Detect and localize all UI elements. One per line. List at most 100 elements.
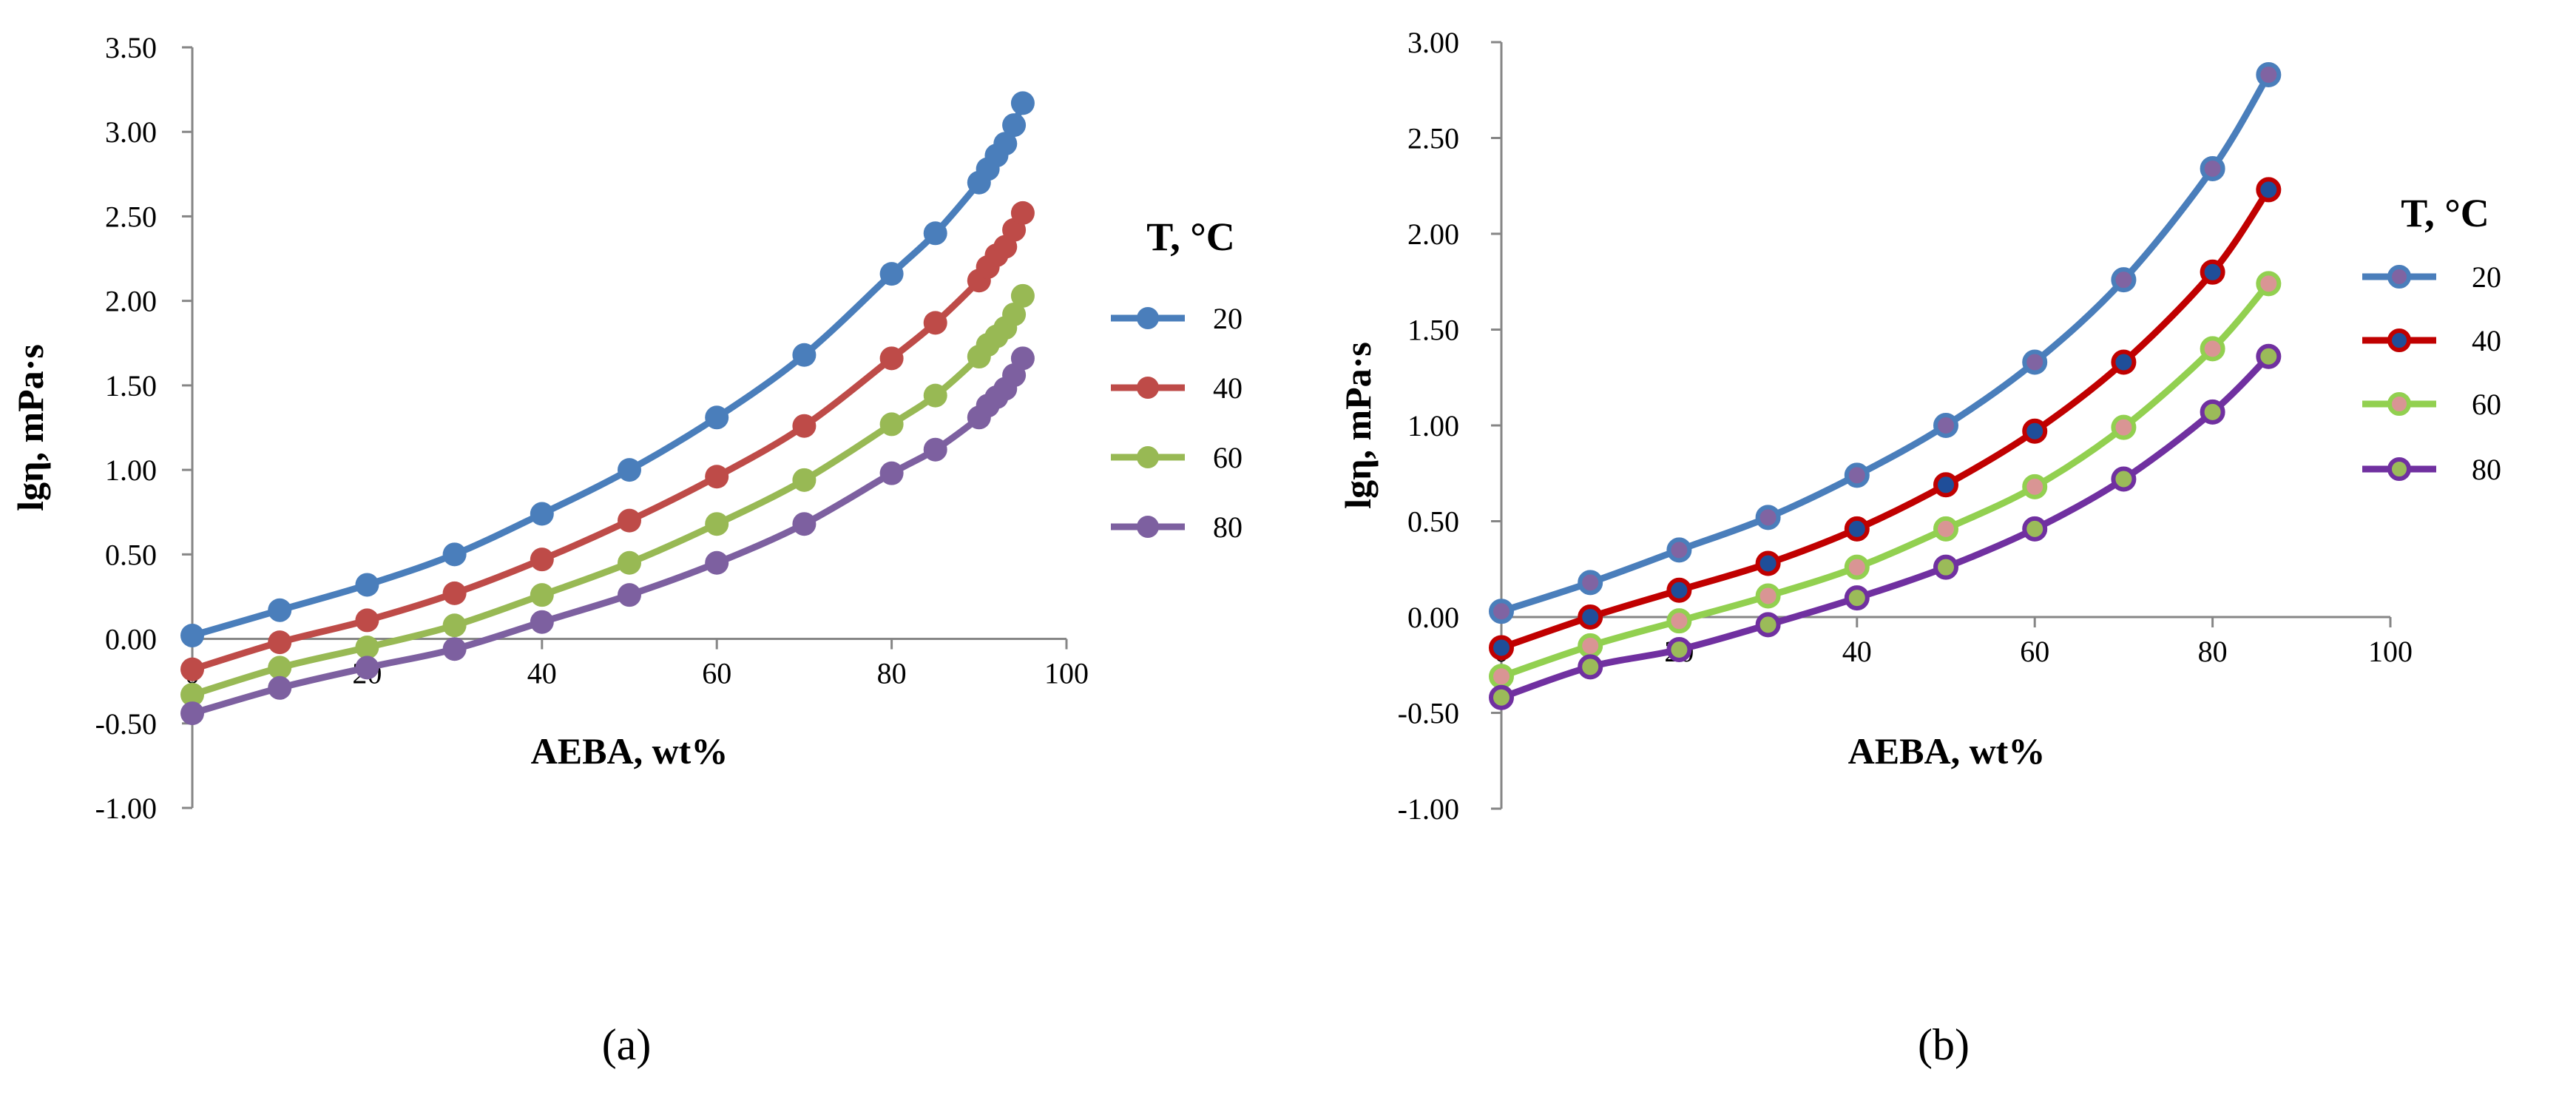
data-point <box>993 132 1018 156</box>
data-point <box>2022 418 2048 444</box>
y-tick-label: 0.00 <box>1407 601 1459 634</box>
data-point <box>1755 612 1781 638</box>
data-point <box>530 610 554 634</box>
series-40 <box>180 201 1035 681</box>
legend-label-20: 20 <box>1213 302 1243 335</box>
data-point <box>1578 633 1603 658</box>
legend: T, °C 20 40 60 80 <box>1111 215 1243 544</box>
data-point <box>1933 516 1958 542</box>
series-40 <box>1489 177 2282 661</box>
series-line-20 <box>1498 71 2272 615</box>
data-point <box>1844 585 1870 611</box>
legend-label-80: 80 <box>2472 453 2501 486</box>
y-tick-label: 3.50 <box>105 31 157 64</box>
legend: T, °C 20 40 60 80 <box>2362 191 2501 486</box>
data-point <box>355 656 379 680</box>
data-point <box>180 623 204 647</box>
y-tick-label: 1.00 <box>1407 409 1459 442</box>
data-point <box>442 542 467 567</box>
data-point <box>1489 664 1514 690</box>
data-point <box>792 468 817 492</box>
y-tick-label: 1.00 <box>105 454 157 487</box>
data-point <box>2022 516 2048 542</box>
data-point <box>1010 201 1035 225</box>
series-line-20 <box>189 99 1027 639</box>
data-point <box>2200 336 2225 362</box>
data-point <box>705 405 729 430</box>
data-point <box>792 512 817 536</box>
legend-label-80: 80 <box>1213 511 1243 544</box>
data-point <box>792 414 817 438</box>
data-point <box>1755 550 1781 576</box>
x-axis-title: AEBA, wt% <box>531 730 728 772</box>
data-point <box>2200 155 2225 181</box>
series-line-40 <box>1498 186 2272 651</box>
data-point <box>268 630 292 655</box>
y-tick-label: 2.00 <box>105 285 157 318</box>
data-point <box>792 343 817 367</box>
data-point <box>180 657 204 681</box>
data-point <box>180 701 204 726</box>
data-point <box>2022 474 2048 499</box>
data-point <box>923 311 947 335</box>
data-point <box>530 502 554 526</box>
data-point <box>879 461 904 485</box>
legend-marker-40 <box>2387 328 2411 352</box>
data-point <box>705 465 729 489</box>
data-point <box>1578 654 1603 680</box>
legend-label-60: 60 <box>2472 388 2501 421</box>
legend-label-60: 60 <box>1213 441 1243 474</box>
data-point <box>2022 349 2048 375</box>
data-point <box>1755 505 1781 530</box>
data-point <box>2256 62 2282 88</box>
data-point <box>618 458 641 482</box>
data-point <box>1666 608 1692 634</box>
y-tick-label: 3.00 <box>1407 26 1459 59</box>
series-line-80 <box>1498 353 2272 701</box>
data-point <box>2111 349 2137 375</box>
data-point <box>268 675 292 700</box>
legend-marker-80 <box>1137 516 1159 538</box>
data-point <box>1844 462 1870 488</box>
data-point <box>618 583 641 607</box>
data-point <box>923 437 947 462</box>
data-point <box>355 635 379 659</box>
series-80 <box>1489 343 2282 710</box>
y-axis-title: lgη, mPa·s <box>1337 342 1379 509</box>
x-tick-label: 40 <box>1842 635 1872 668</box>
x-tick-label: 60 <box>702 657 731 690</box>
series-20 <box>1489 62 2282 624</box>
data-point <box>530 583 554 607</box>
data-point <box>1933 472 1958 498</box>
legend-label-20: 20 <box>2472 260 2501 294</box>
y-tick-label: 1.50 <box>105 369 157 402</box>
y-tick-label: -0.50 <box>1398 697 1459 730</box>
data-point <box>1933 413 1958 438</box>
x-tick-label: 80 <box>877 657 907 690</box>
data-point <box>1010 283 1035 308</box>
legend-label-40: 40 <box>1213 371 1243 405</box>
data-point <box>1666 577 1692 603</box>
data-point <box>1010 91 1035 115</box>
data-point <box>442 637 467 661</box>
data-point <box>1578 604 1603 630</box>
series-20 <box>180 91 1035 647</box>
y-tick-label: -0.50 <box>95 707 157 741</box>
chart-a: -1.00 -0.50 0.00 0.50 1.00 1.50 2.00 2.50 3.00 3.… <box>10 31 1243 1069</box>
data-point <box>705 512 729 536</box>
data-point <box>268 598 292 622</box>
data-point <box>1002 302 1027 326</box>
data-point <box>923 383 947 408</box>
y-tick-label: 2.00 <box>1407 218 1459 251</box>
data-point <box>2111 267 2137 293</box>
data-point <box>2111 466 2137 492</box>
series-60 <box>1489 271 2282 690</box>
x-axis-title: AEBA, wt% <box>1848 730 2046 772</box>
data-point <box>1933 554 1958 580</box>
data-point <box>2256 271 2282 297</box>
data-point <box>2256 177 2282 203</box>
data-point <box>1489 635 1514 661</box>
data-point <box>1844 516 1870 542</box>
data-point <box>618 550 641 575</box>
